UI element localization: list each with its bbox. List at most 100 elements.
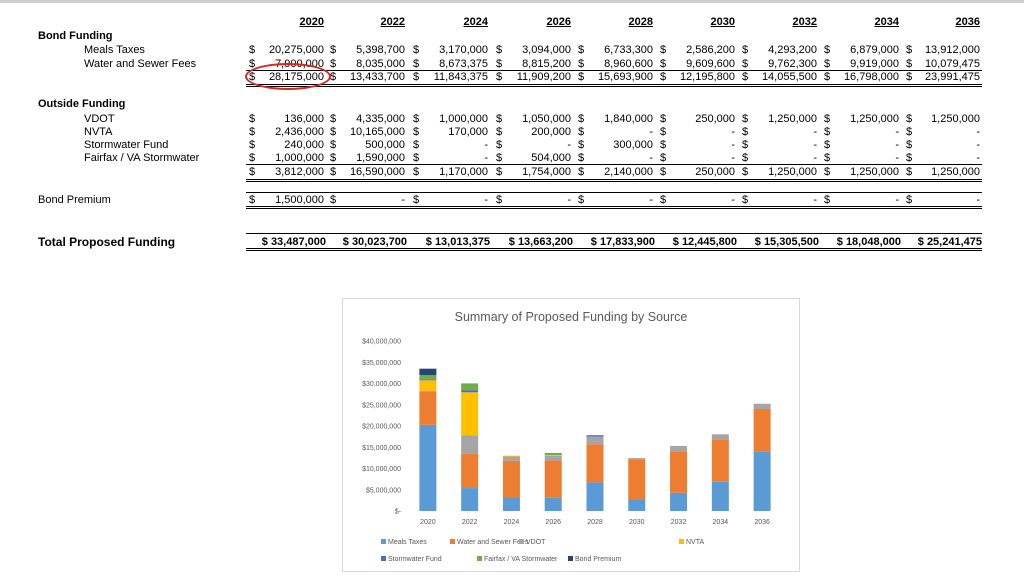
currency-symbol: $ <box>413 166 420 178</box>
currency-symbol: $ <box>824 126 831 138</box>
outside-subtotal-2032: 1,250,000 <box>768 166 817 178</box>
bar-segment <box>461 383 479 391</box>
currency-symbol: $ <box>742 126 749 138</box>
cell-2032: 9,762,300 <box>768 58 817 70</box>
currency-symbol: $ <box>413 58 420 70</box>
cell-2034: - <box>895 126 899 138</box>
row-label: Meals Taxes <box>84 44 145 56</box>
total-double-rule <box>246 248 982 251</box>
cell-2022: 10,165,000 <box>349 126 405 138</box>
legend-swatch <box>450 539 455 544</box>
cell-2026: 200,000 <box>531 126 571 138</box>
chart-title: Summary of Proposed Funding by Source <box>455 310 688 324</box>
currency-symbol: $ <box>824 166 831 178</box>
cell-2030: - <box>731 139 735 151</box>
cell-2032: 4,293,200 <box>768 44 817 56</box>
bar-segment <box>628 500 646 511</box>
bar-segment <box>502 460 520 498</box>
currency-symbol: $ <box>578 152 585 164</box>
cell-2022: 5,398,700 <box>356 44 405 56</box>
cell-2028: - <box>649 152 653 164</box>
currency-symbol: $ <box>742 166 749 178</box>
x-tick-label: 2024 <box>504 519 520 526</box>
page-top-border <box>0 0 1024 3</box>
row-label: NVTA <box>84 126 113 138</box>
currency-symbol: $ <box>906 126 913 138</box>
bar-segment <box>670 492 688 511</box>
currency-symbol: $ <box>249 44 256 56</box>
currency-symbol: $ <box>906 152 913 164</box>
currency-symbol: $ <box>496 152 503 164</box>
annotation-circle <box>245 63 331 90</box>
bar-segment <box>544 497 562 511</box>
bond-subtotal-2028: 15,693,900 <box>597 71 653 83</box>
bar-segment <box>461 435 479 454</box>
currency-symbol: $ <box>660 71 667 83</box>
currency-symbol: $ <box>249 166 256 178</box>
bond-subtotal-2024: 11,843,375 <box>433 71 488 83</box>
currency-symbol: $ <box>413 126 420 138</box>
currency-symbol: $ <box>496 58 503 70</box>
currency-symbol: $ <box>330 126 337 138</box>
currency-symbol: $ <box>660 139 667 151</box>
x-tick-label: 2030 <box>629 519 645 526</box>
currency-symbol: $ <box>578 194 585 206</box>
bar-segment <box>753 409 771 452</box>
currency-symbol: $ <box>660 152 667 164</box>
legend-label: VDOT <box>526 539 546 546</box>
bar-segment <box>461 390 479 393</box>
section-label-outside-funding: Outside Funding <box>38 98 126 110</box>
funding-chart: Summary of Proposed Funding by Source $- $… <box>342 298 800 572</box>
currency-symbol: $ <box>496 194 503 206</box>
bar-segment <box>711 439 729 482</box>
currency-symbol: $ <box>906 113 913 125</box>
currency-symbol: $ <box>906 139 913 151</box>
premium-2028: - <box>649 194 653 206</box>
currency-symbol: $ <box>660 126 667 138</box>
currency-symbol: $ <box>660 166 667 178</box>
currency-symbol: $ <box>906 58 913 70</box>
currency-symbol: $ <box>330 139 337 151</box>
y-tick-label: $5,000,000 <box>366 487 401 494</box>
x-tick-label: 2034 <box>713 519 729 526</box>
row-label: Fairfax / VA Stormwater <box>84 152 200 164</box>
legend-label: NVTA <box>686 539 704 546</box>
y-tick-label: $20,000,000 <box>362 424 401 431</box>
cell-2028: - <box>649 126 653 138</box>
year-header-2026: 2026 <box>546 16 571 28</box>
currency-symbol: $ <box>824 139 831 151</box>
total-top-rule <box>246 233 982 234</box>
currency-symbol: $ <box>249 194 256 206</box>
bond-subtotal-2034: 16,798,000 <box>843 71 899 83</box>
currency-symbol: $ <box>578 139 585 151</box>
currency-symbol: $ <box>413 44 420 56</box>
cell-2032: - <box>813 139 817 151</box>
bar-segment <box>753 403 771 410</box>
legend-label: Stormwater Fund <box>388 556 442 563</box>
bar-segment <box>502 456 520 461</box>
currency-symbol: $ <box>578 126 585 138</box>
cell-2024: - <box>484 139 488 151</box>
cell-2024: 8,673,375 <box>439 58 488 70</box>
currency-symbol: $ <box>330 71 337 83</box>
cell-2032: - <box>813 152 817 164</box>
premium-2026: - <box>567 194 571 206</box>
cell-2030: - <box>731 126 735 138</box>
currency-symbol: $ <box>496 126 503 138</box>
bar-segment <box>628 458 646 460</box>
cell-2028: 6,733,300 <box>604 44 653 56</box>
bar-segment <box>586 482 604 511</box>
year-header-2036: 2036 <box>955 16 980 28</box>
legend-label: Meals Taxes <box>388 539 427 546</box>
bar-segment <box>586 436 604 445</box>
x-tick-label: 2022 <box>462 519 478 526</box>
cell-2026: 8,815,200 <box>522 58 571 70</box>
legend-swatch <box>568 556 573 561</box>
currency-symbol: $ <box>906 71 913 83</box>
bar-segment <box>628 459 646 501</box>
year-header-2022: 2022 <box>380 16 405 28</box>
year-header-2034: 2034 <box>874 16 899 28</box>
cell-2034: - <box>895 152 899 164</box>
bar-segment <box>461 488 479 511</box>
cell-2030: 9,609,600 <box>686 58 735 70</box>
